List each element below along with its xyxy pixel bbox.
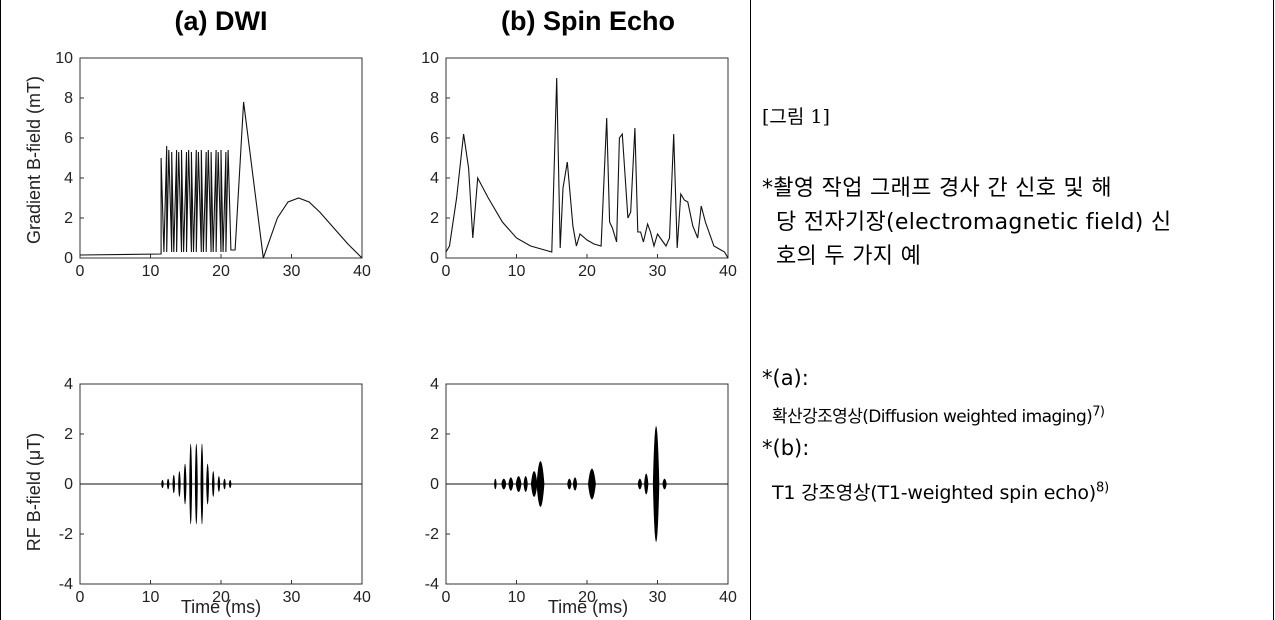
y-tick-label: 2 [64,210,73,227]
x-tick-label: 0 [442,263,451,280]
rf-pulse [228,479,232,489]
x-tick-label: 10 [508,263,526,280]
chart-title-spin-echo: (b) Spin Echo [501,6,675,36]
y-tick-label: 10 [421,50,439,67]
column-divider [750,0,751,620]
y-tick-label: 4 [430,376,439,393]
rf-pulse [588,468,596,500]
note-b-label: *(b): [762,436,810,460]
note-b-body: T1 강조영상(T1-weighted spin echo) [772,482,1097,504]
series-line [445,77,729,259]
x-axis-label-spin-echo-rf: Time (ms) [548,597,628,617]
y-tick-label: -4 [425,576,439,593]
y-axis-label-gradient: Gradient B-field (mT) [24,76,44,244]
chart-title-dwi: (a) DWI [175,6,268,36]
y-tick-label: 4 [64,170,73,187]
y-tick-label: 4 [430,170,439,187]
y-tick-label: 2 [430,426,439,443]
caption-line-1: *촬영 작업 그래프 경사 간 신호 및 해 [762,176,1112,201]
caption-line-2: 당 전자기장(electromagnetic field) 신 [776,210,1172,235]
note-b-reference: 8) [1096,480,1109,496]
y-tick-label: -4 [59,576,73,593]
rf-pulse [662,478,667,490]
y-tick-label: -2 [425,526,439,543]
x-tick-label: 20 [578,263,596,280]
rf-pulse [223,478,226,490]
note-b-text: T1 강조영상(T1-weighted spin echo)8) [762,478,1275,505]
rf-pulse [178,471,181,497]
rf-pulse [523,476,528,492]
rf-pulse [536,461,545,507]
note-a-text: 확산강조영상(Diffusion weighted imaging)7) [762,402,1275,427]
right-border [1273,0,1274,620]
chart-1: 0 10 20 30 40 0 2 4 6 8 10 [421,50,737,280]
figure-label: [그림 1] [762,106,830,128]
x-tick-label: 40 [353,263,371,280]
x-tick-label: 40 [719,263,737,280]
y-tick-label: 2 [430,210,439,227]
y-tick-label: 2 [64,426,73,443]
rf-pulse [572,477,578,491]
rf-pulse [194,443,198,525]
rf-pulse [211,471,215,497]
x-tick-label: 20 [578,589,596,606]
y-axis-label-rf: RF B-field (μT) [24,433,44,551]
y-tick-label: -2 [59,526,73,543]
y-tick-label: 10 [55,50,73,67]
y-tick-label: 6 [64,130,73,147]
y-tick-label: 4 [64,376,73,393]
x-tick-label: 0 [442,589,451,606]
rf-pulse [206,463,210,505]
x-tick-label: 20 [212,589,230,606]
note-a-label: *(a): [762,366,809,390]
rf-pulse [501,478,507,490]
rf-pulse [161,479,164,489]
rf-pulse [217,476,221,492]
rf-pulse [200,443,204,525]
rf-pulse [530,471,538,497]
x-tick-label: 30 [283,263,301,280]
rf-pulse [166,478,170,490]
x-tick-label: 10 [142,589,160,606]
charts-area: (a) DWI (b) Spin Echo Gradient B-field (… [24,6,737,617]
x-tick-label: 40 [353,589,371,606]
x-tick-label: 30 [283,589,301,606]
x-tick-label: 30 [649,263,667,280]
note-a-body: 확산강조영상(Diffusion weighted imaging) [772,407,1093,427]
plot-frame [445,57,729,259]
x-axis-label-dwi-rf: Time (ms) [181,597,261,617]
rf-pulse [183,463,187,505]
y-tick-label: 6 [430,130,439,147]
note-a-reference: 7) [1092,404,1105,420]
y-tick-label: 0 [64,250,73,267]
y-tick-label: 8 [64,90,73,107]
y-tick-label: 8 [430,90,439,107]
chart-2: 0 10 20 30 40 -4 -2 0 2 4 [59,376,371,606]
chart-0: 0 10 20 30 40 0 2 4 6 8 10 [55,50,371,280]
rf-pulse [644,473,649,495]
figure-caption: *촬영 작업 그래프 경사 간 신호 및 해 당 전자기장(electromag… [762,172,1270,274]
rf-pulse [515,476,522,492]
x-tick-label: 30 [649,589,667,606]
y-tick-label: 0 [430,250,439,267]
rf-pulse [637,478,643,490]
rf-pulse [508,477,514,491]
x-tick-label: 0 [76,263,85,280]
rf-pulse [494,478,497,490]
x-tick-label: 10 [508,589,526,606]
chart-3: 0 10 20 30 40 -4 -2 0 2 4 [425,376,737,606]
x-tick-label: 0 [76,589,85,606]
x-tick-label: 10 [142,263,160,280]
rf-pulse [567,478,572,490]
x-tick-label: 40 [719,589,737,606]
y-tick-label: 0 [430,476,439,493]
y-tick-label: 0 [64,476,73,493]
series-line [79,101,363,259]
rf-pulse [172,474,176,494]
x-tick-label: 20 [212,263,230,280]
caption-line-3: 호의 두 가지 예 [776,244,922,269]
rf-pulse [652,426,660,542]
rf-pulse [189,443,193,525]
